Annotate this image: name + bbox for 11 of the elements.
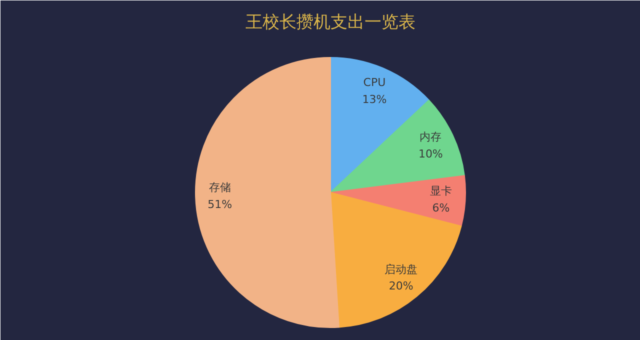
- data-label: 13%: [362, 92, 387, 106]
- data-label: 51%: [208, 198, 232, 211]
- chart-title: 王校长攒机支出一览表: [246, 12, 416, 32]
- slice-label: 内存: [420, 130, 442, 144]
- data-label: 6%: [432, 201, 450, 214]
- slice-label: 存储: [208, 181, 231, 194]
- slice-label: 启动盘: [384, 262, 418, 276]
- slice-label: CPU: [363, 76, 386, 89]
- data-label: 10%: [418, 147, 443, 160]
- data-label: 20%: [388, 280, 414, 293]
- slice-label: 显卡: [430, 184, 452, 198]
